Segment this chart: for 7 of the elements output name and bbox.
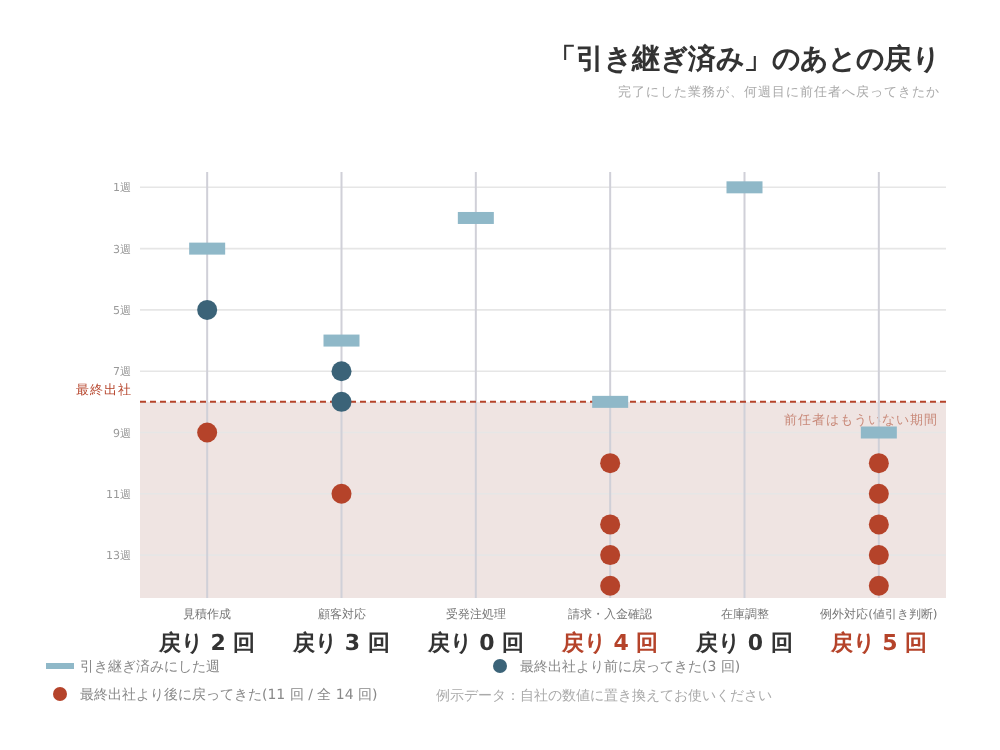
text: 戻り 5 回 [828,630,928,656]
text: 戻り 4 回 [559,630,659,656]
text: 戻り 3 回 [291,630,390,656]
text: 戻り 0 回 [694,630,793,656]
chart-title: 「引き継ぎ済み」のあとの戻り [548,42,940,76]
text: 戻り 0 回 [425,630,525,656]
text: 戻り 2 回 [156,630,256,656]
